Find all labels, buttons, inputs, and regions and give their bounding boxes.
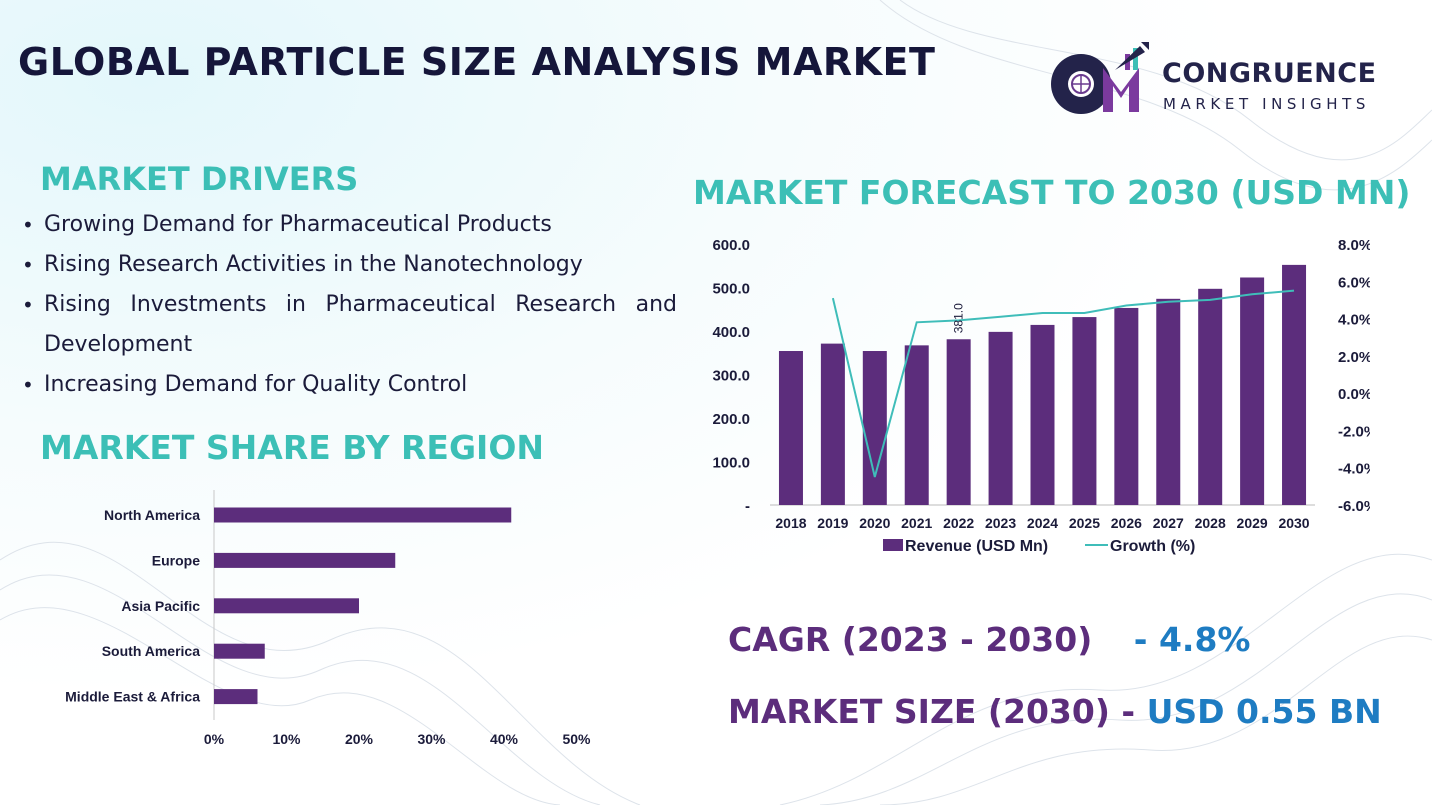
forecast-y-right-tick: 8.0% bbox=[1338, 237, 1370, 254]
region-share-chart: North America Europe Asia Pacific South Ame… bbox=[65, 490, 591, 747]
cagr-label: CAGR (2023 - 2030) bbox=[728, 620, 1093, 659]
region-x-tick: 0% bbox=[204, 731, 225, 747]
forecast-y-right-tick: 0.0% bbox=[1338, 386, 1370, 403]
driver-item: Growing Demand for Pharmaceutical Produc… bbox=[22, 205, 677, 245]
revenue-bar bbox=[1282, 264, 1307, 505]
forecast-x-tick: 2025 bbox=[1069, 515, 1100, 531]
revenue-bar bbox=[946, 339, 971, 505]
forecast-x-tick: 2020 bbox=[859, 515, 890, 531]
forecast-y-right-tick: -4.0% bbox=[1338, 461, 1370, 478]
forecast-x-tick: 2019 bbox=[817, 515, 848, 531]
market-size-kpi: MARKET SIZE (2030) - USD 0.55 BN bbox=[728, 692, 1382, 731]
region-category-label: South America bbox=[102, 643, 200, 659]
cagr-kpi: CAGR (2023 - 2030) - 4.8% bbox=[728, 620, 1251, 659]
revenue-bar bbox=[1072, 317, 1097, 505]
region-category-label: Middle East & Africa bbox=[65, 689, 200, 705]
revenue-bar bbox=[862, 351, 887, 505]
drivers-heading: MARKET DRIVERS bbox=[40, 160, 359, 198]
region-bar bbox=[214, 689, 258, 705]
revenue-bar bbox=[904, 345, 929, 505]
revenue-bar bbox=[1156, 298, 1181, 505]
region-x-tick: 30% bbox=[417, 731, 446, 747]
region-category-label: Asia Pacific bbox=[121, 598, 200, 614]
forecast-y-left-tick: 300.0 bbox=[712, 368, 750, 385]
market-size-label: MARKET SIZE (2030) - bbox=[728, 692, 1136, 731]
legend-growth-label: Growth (%) bbox=[1110, 538, 1195, 555]
region-bar bbox=[214, 552, 396, 568]
legend-revenue-swatch bbox=[883, 539, 903, 551]
driver-item: Rising Investments in Pharmaceutical Res… bbox=[22, 285, 677, 365]
forecast-x-tick: 2018 bbox=[775, 515, 806, 531]
region-x-tick: 20% bbox=[345, 731, 374, 747]
revenue-bar bbox=[988, 331, 1013, 505]
region-heading: MARKET SHARE BY REGION bbox=[40, 428, 544, 467]
region-x-tick: 50% bbox=[562, 731, 591, 747]
forecast-x-tick: 2030 bbox=[1278, 515, 1309, 531]
forecast-y-right-tick: 4.0% bbox=[1338, 312, 1370, 329]
driver-item: Increasing Demand for Quality Control bbox=[22, 365, 677, 405]
forecast-y-left-tick: 600.0 bbox=[712, 237, 750, 254]
region-bar bbox=[214, 507, 512, 523]
forecast-x-tick: 2023 bbox=[985, 515, 1016, 531]
logo-name: CONGRUENCE bbox=[1162, 58, 1377, 89]
forecast-y-left-tick: 500.0 bbox=[712, 281, 750, 298]
drivers-list: Growing Demand for Pharmaceutical Produc… bbox=[22, 205, 677, 405]
region-bar bbox=[214, 598, 359, 614]
forecast-chart: - 100.0 200.0 300.0 400.0 500.0 600.0 -6.0% -4.0… bbox=[712, 237, 1370, 555]
revenue-bar bbox=[1198, 288, 1223, 505]
forecast-y-right-tick: 2.0% bbox=[1338, 349, 1370, 366]
region-category-label: Europe bbox=[152, 552, 200, 568]
forecast-x-tick: 2028 bbox=[1195, 515, 1226, 531]
market-size-value: USD 0.55 BN bbox=[1146, 692, 1382, 731]
driver-item: Rising Research Activities in the Nanote… bbox=[22, 245, 677, 285]
forecast-y-right-tick: -6.0% bbox=[1338, 498, 1370, 515]
forecast-x-tick: 2022 bbox=[943, 515, 974, 531]
growth-line bbox=[831, 289, 1295, 478]
forecast-x-tick: 2029 bbox=[1237, 515, 1268, 531]
forecast-y-left-tick: 100.0 bbox=[712, 455, 750, 472]
revenue-bar bbox=[1240, 277, 1265, 505]
forecast-x-tick: 2027 bbox=[1153, 515, 1184, 531]
forecast-y-left-tick: 200.0 bbox=[712, 411, 750, 428]
bar-data-label: 381.0 bbox=[952, 303, 966, 333]
region-category-label: North America bbox=[104, 507, 200, 523]
revenue-bar bbox=[778, 351, 803, 505]
revenue-bar bbox=[820, 343, 845, 505]
revenue-bar bbox=[1114, 307, 1139, 505]
forecast-y-left-tick: 400.0 bbox=[712, 324, 750, 341]
forecast-y-left-tick: - bbox=[745, 498, 750, 515]
logo-tagline: MARKET INSIGHTS bbox=[1163, 95, 1371, 113]
company-logo: CONGRUENCE MARKET INSIGHTS bbox=[1045, 40, 1405, 120]
forecast-x-tick: 2021 bbox=[901, 515, 932, 531]
forecast-heading: MARKET FORECAST TO 2030 (USD MN) bbox=[693, 173, 1411, 212]
revenue-bar bbox=[1030, 324, 1055, 505]
legend-revenue-label: Revenue (USD Mn) bbox=[905, 538, 1048, 555]
forecast-x-tick: 2026 bbox=[1111, 515, 1142, 531]
forecast-y-right-tick: -2.0% bbox=[1338, 423, 1370, 440]
cm-logo-icon bbox=[1051, 42, 1149, 114]
region-x-tick: 10% bbox=[272, 731, 301, 747]
region-x-tick: 40% bbox=[490, 731, 519, 747]
page-title: GLOBAL PARTICLE SIZE ANALYSIS MARKET bbox=[18, 40, 936, 84]
region-bar bbox=[214, 643, 265, 659]
forecast-y-right-tick: 6.0% bbox=[1338, 274, 1370, 291]
cagr-value: - 4.8% bbox=[1133, 620, 1251, 659]
forecast-x-tick: 2024 bbox=[1027, 515, 1058, 531]
